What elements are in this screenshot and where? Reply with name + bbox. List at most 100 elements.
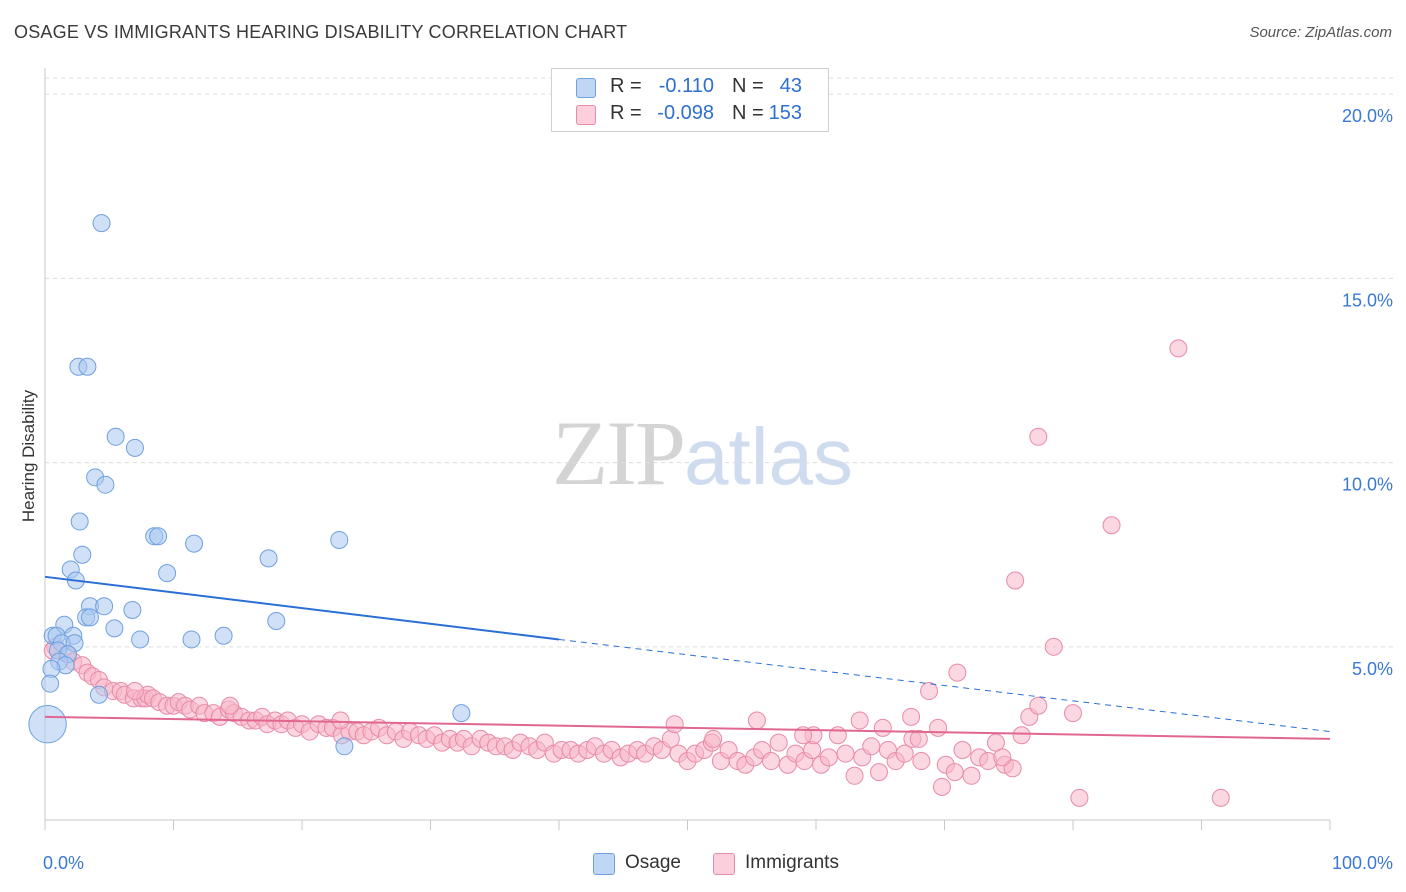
osage-point: [149, 527, 168, 546]
osage-point: [267, 612, 286, 631]
immigrants-point: [1003, 759, 1022, 778]
osage-point: [28, 704, 67, 744]
immigrants-point: [836, 744, 855, 763]
immigrants-point: [221, 696, 240, 715]
immigrants-point: [125, 682, 144, 701]
osage-point: [123, 600, 142, 619]
immigrants-point: [747, 711, 766, 730]
osage-trend-extension: [558, 638, 1331, 733]
osage-point: [78, 357, 97, 376]
immigrants-point: [1029, 696, 1048, 715]
x-tick-label: 0.0%: [43, 853, 84, 873]
correlation-legend: R = -0.110 N = 43 R = -0.098 N = 153: [551, 68, 829, 132]
osage-point: [89, 685, 108, 704]
watermark-zip: ZIP: [552, 402, 686, 504]
osage-point: [105, 619, 124, 638]
legend-swatch-immigrants: [713, 853, 735, 875]
immigrants-trend-line: [44, 715, 1331, 740]
osage-point: [158, 564, 177, 583]
osage-point: [106, 427, 125, 446]
osage-point: [80, 608, 99, 627]
osage-point: [330, 530, 349, 549]
osage-point: [92, 214, 111, 233]
osage-point: [96, 475, 115, 494]
immigrants-point: [1102, 516, 1121, 535]
immigrants-point: [1169, 339, 1188, 358]
immigrants-point: [704, 729, 723, 748]
axes: [44, 68, 1331, 830]
y-tick-label: 10.0%: [1342, 475, 1393, 495]
immigrants-point: [873, 718, 892, 737]
watermark-atlas: atlas: [684, 412, 853, 501]
legend-swatch-osage: [593, 853, 615, 875]
immigrants-point: [902, 707, 921, 726]
osage-point: [335, 737, 354, 756]
series-immigrants-points: [43, 339, 1230, 807]
legend-n-value: 43: [779, 75, 802, 97]
osage-point: [131, 630, 150, 649]
legend-n-value: 153: [768, 102, 802, 124]
immigrants-point: [845, 766, 864, 785]
immigrants-point: [912, 752, 931, 771]
immigrants-point: [962, 766, 981, 785]
immigrants-point: [794, 726, 813, 745]
immigrants-point: [862, 737, 881, 756]
y-tick-label: 5.0%: [1352, 659, 1393, 679]
immigrants-point: [932, 777, 951, 796]
osage-point: [182, 630, 201, 649]
series-osage-points: [28, 214, 471, 756]
immigrants-point: [948, 663, 967, 682]
y-axis-label: Hearing Disability: [19, 389, 38, 522]
immigrants-point: [819, 748, 838, 767]
immigrants-point: [665, 715, 684, 734]
immigrants-point: [850, 711, 869, 730]
chart-title: OSAGE VS IMMIGRANTS HEARING DISABILITY C…: [14, 22, 628, 42]
legend-r-label: R =: [610, 102, 642, 124]
tick-labels: 5.0% 10.0% 15.0% 20.0% 0.0% 100.0%: [43, 106, 1393, 873]
legend-n-label: N =: [732, 102, 764, 124]
osage-point: [70, 512, 89, 531]
y-tick-label: 20.0%: [1342, 106, 1393, 126]
legend-swatch-immigrants: [576, 105, 596, 125]
osage-point: [214, 626, 233, 645]
immigrants-point: [993, 748, 1012, 767]
immigrants-point: [869, 763, 888, 782]
legend-r-value: -0.098: [657, 102, 714, 124]
immigrants-point: [1006, 571, 1025, 590]
immigrants-point: [769, 733, 788, 752]
source-credit: Source: ZipAtlas.com: [1249, 24, 1392, 41]
immigrants-point: [1070, 788, 1089, 807]
immigrants-point: [331, 711, 350, 730]
legend-n-label: N =: [732, 75, 764, 97]
legend-label-osage: Osage: [625, 852, 681, 873]
series-legend: Osage Immigrants: [0, 852, 1406, 878]
osage-point: [259, 549, 278, 568]
legend-r-value: -0.110: [658, 75, 714, 97]
immigrants-point: [762, 752, 781, 771]
trend-lines: [44, 575, 1331, 740]
immigrants-point: [920, 682, 939, 701]
grid-lines: [45, 77, 1393, 648]
osage-point: [185, 534, 204, 553]
legend-row-osage: R = -0.110 N = 43: [552, 75, 828, 101]
x-tick-label: 100.0%: [1332, 853, 1393, 873]
immigrants-point: [909, 729, 928, 748]
watermark: ZIPatlas: [552, 400, 853, 506]
immigrants-point: [1044, 637, 1063, 656]
immigrants-point: [1029, 427, 1048, 446]
immigrants-point: [929, 718, 948, 737]
immigrants-point: [945, 763, 964, 782]
immigrants-point: [1064, 704, 1082, 723]
osage-point: [73, 545, 92, 564]
osage-point: [452, 704, 471, 723]
immigrants-point: [895, 744, 914, 763]
immigrants-point: [1211, 788, 1230, 807]
immigrants-point: [1012, 726, 1031, 745]
legend-label-immigrants: Immigrants: [745, 852, 839, 873]
immigrants-point: [828, 726, 847, 745]
osage-point: [125, 438, 144, 457]
legend-swatch-osage: [576, 78, 596, 98]
y-tick-label: 15.0%: [1342, 290, 1393, 310]
legend-r-label: R =: [610, 75, 642, 97]
